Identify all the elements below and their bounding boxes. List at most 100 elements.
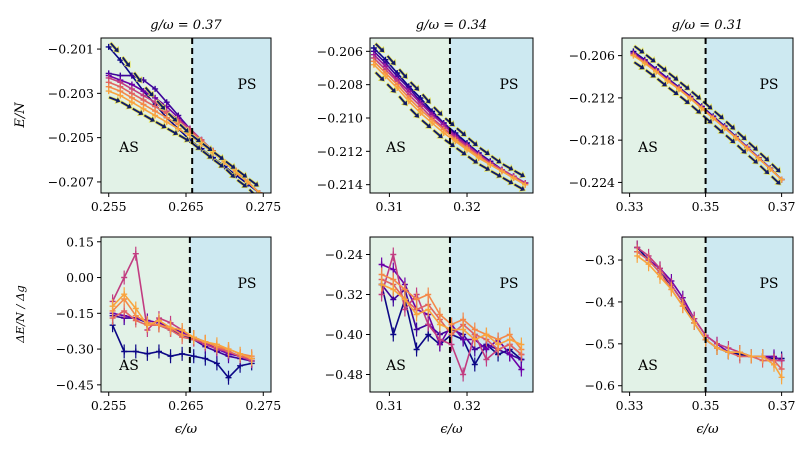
panel-5: AS PS 0.31 0.32 −0.24 −0.32 −0.40 −0.48 ϵ/ω — [325, 236, 534, 437]
arrow-shape — [770, 174, 782, 186]
arrow-shape — [501, 162, 515, 172]
panel-frame — [369, 37, 534, 194]
arrow-shape — [724, 119, 736, 131]
x-tick-label: 0.35 — [692, 398, 720, 413]
gradient-arrow — [420, 118, 433, 129]
gradient-arrow — [678, 94, 691, 105]
y-tick-label: −0.208 — [317, 77, 363, 92]
gradient-arrow — [177, 133, 191, 143]
gradient-arrow — [690, 104, 702, 115]
arrow-shape — [455, 126, 467, 137]
x-tick-label: 0.37 — [768, 199, 796, 214]
series-point — [510, 175, 517, 181]
arrow-shape — [178, 122, 190, 134]
gradient-arrow — [513, 182, 526, 192]
x-tick-label: 0.32 — [453, 398, 481, 413]
region-label-ps: PS — [759, 276, 778, 292]
gradient-arrow — [397, 94, 408, 107]
arrow-shape — [119, 100, 133, 110]
arrow-shape — [408, 107, 420, 119]
y-tick-label: −0.212 — [569, 90, 615, 105]
arrow-shape — [109, 41, 120, 54]
y-tick-label: −0.4 — [585, 294, 615, 309]
arrow-shape — [408, 80, 420, 92]
gradient-arrow — [154, 120, 168, 130]
gradient-arrow — [131, 106, 145, 117]
arrow-shape — [212, 150, 225, 161]
gradient-arrow — [770, 174, 782, 186]
arrow-shape — [667, 71, 680, 82]
arrow-shape — [747, 154, 759, 165]
gradient-arrow — [178, 122, 190, 134]
arrow-shape — [735, 143, 748, 155]
y-tick-label: −0.214 — [317, 177, 363, 192]
arrow-shape — [513, 169, 526, 179]
arrow-shape — [397, 94, 408, 107]
arrow-shape — [397, 67, 408, 80]
arrow-shape — [247, 177, 260, 188]
panel-1: AS PS 0.255 0.265 0.275 −0.201 −0.203 −0.205 −0.… — [48, 18, 281, 214]
gradient-arrow — [713, 123, 725, 135]
panel-frame — [621, 37, 794, 194]
plot-area — [378, 247, 525, 382]
x-tick-label: 0.32 — [453, 199, 481, 214]
region-label-as: AS — [385, 358, 406, 374]
arrow-shape — [466, 154, 479, 165]
gradient-arrow — [201, 141, 214, 152]
arrow-shape — [166, 111, 178, 123]
series-line — [373, 64, 526, 186]
x-tick-label: 0.275 — [245, 398, 281, 413]
x-axis-label: ϵ/ω — [696, 422, 719, 437]
gradient-arrow — [513, 169, 526, 179]
y-tick-label: −0.24 — [325, 247, 363, 262]
x-tick-label: 0.33 — [616, 199, 644, 214]
series-point — [105, 88, 112, 95]
arrow-shape — [489, 154, 503, 164]
y-tick-label: −0.5 — [585, 336, 615, 351]
y-axis-label: E/N — [13, 102, 28, 129]
y-tick-label: −0.3 — [585, 253, 615, 268]
ps-region — [449, 38, 533, 193]
arrow-shape — [644, 53, 657, 64]
y-axis-label: ΔE/N / Δg — [13, 285, 27, 344]
arrow-shape — [701, 113, 714, 125]
x-axis-label: ϵ/ω — [440, 422, 463, 437]
gradient-arrow — [397, 67, 408, 80]
y-tick-label: −0.212 — [317, 144, 363, 159]
arrow-shape — [385, 54, 397, 67]
arrow-shape — [374, 42, 386, 54]
x-tick-label: 0.35 — [692, 199, 720, 214]
arrow-shape — [142, 113, 156, 123]
arrow-shape — [420, 118, 433, 129]
gradient-arrow — [224, 159, 237, 170]
y-tick-label: 0.15 — [66, 234, 94, 249]
arrow-shape — [713, 123, 725, 135]
arrow-shape — [644, 68, 657, 79]
gradient-arrow — [644, 68, 657, 79]
arrow-shape — [713, 109, 725, 121]
x-tick-label: 0.275 — [245, 199, 281, 214]
arrow-shape — [770, 162, 782, 174]
gradient-arrow — [489, 169, 503, 179]
y-tick-label: −0.206 — [317, 44, 363, 59]
panel-3: AS PS 0.33 0.35 0.37 −0.206 −0.212 −0.218 −0.224… — [569, 18, 796, 214]
gradient-arrow — [247, 177, 260, 188]
y-tick-label: −0.205 — [48, 130, 94, 145]
gradient-arrow — [466, 154, 479, 165]
arrow-shape — [632, 60, 646, 70]
x-tick-label: 0.31 — [375, 199, 403, 214]
arrow-shape — [478, 162, 492, 172]
panel-4: AS PS 0.255 0.265 0.275 0.15 0.00 −0.15 −0.30 −0.… — [56, 234, 281, 437]
gradient-arrow — [724, 119, 736, 131]
arrow-shape — [235, 168, 249, 179]
gradient-arrow — [247, 187, 260, 193]
arrow-shape — [107, 95, 122, 104]
arrow-shape — [374, 70, 386, 82]
arrow-shape — [513, 182, 526, 192]
gradient-arrow — [667, 86, 680, 96]
y-tick-label: −0.210 — [317, 111, 363, 126]
gradient-arrow — [758, 151, 771, 163]
x-tick-label: 0.265 — [168, 199, 204, 214]
region-label-as: AS — [118, 140, 139, 156]
series-point — [370, 61, 377, 68]
